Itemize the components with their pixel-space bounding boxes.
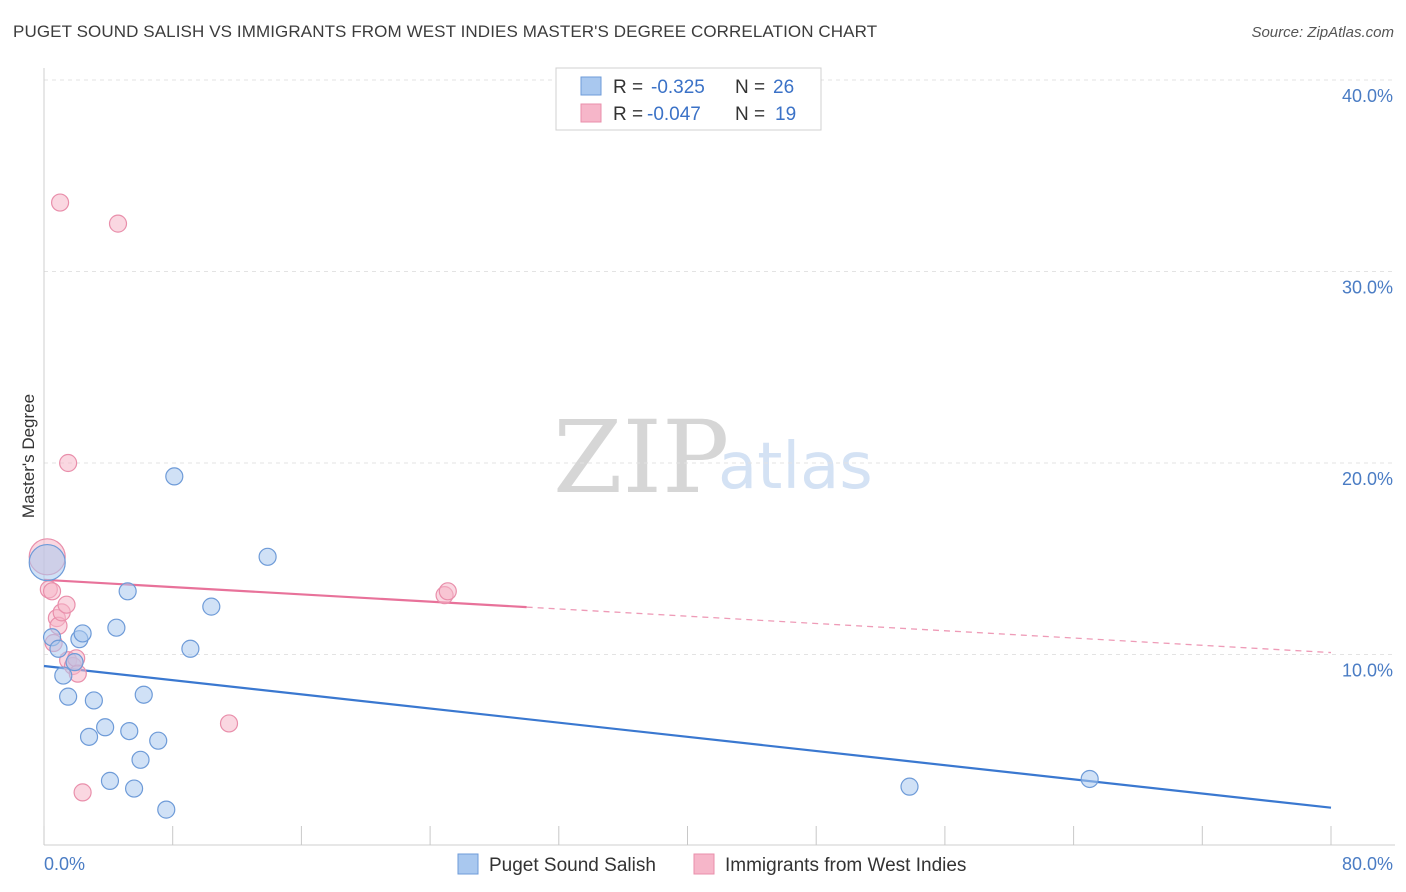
legend-n-label-2: N = <box>735 104 765 125</box>
point-pink-13 <box>50 193 70 212</box>
point-blue-12 <box>107 618 126 637</box>
point-blue-10 <box>96 718 115 737</box>
legend-r-label-2: R = <box>613 104 643 125</box>
y-tick-label-20: 20.0% <box>1342 469 1393 489</box>
point-blue-16 <box>131 750 150 769</box>
point-blue-7 <box>73 624 92 643</box>
point-pink-18 <box>438 582 457 601</box>
source-credit: Source: ZipAtlas.com <box>1251 24 1394 41</box>
point-blue-3 <box>54 666 73 685</box>
stats-legend: R = -0.325 N = 26 R = -0.047 N = 19 <box>555 67 822 131</box>
legend-n-value-1: 26 <box>773 77 794 98</box>
legend-n-value-2: 19 <box>775 104 796 125</box>
legend-n-label-1: N = <box>735 77 765 98</box>
point-pink-2 <box>42 582 62 601</box>
point-blue-14 <box>120 721 139 741</box>
point-blue-24 <box>900 777 919 796</box>
point-blue-8 <box>79 727 99 746</box>
point-pink-12 <box>73 783 92 802</box>
watermark-atlas: atlas <box>718 430 873 504</box>
series-legend: Puget Sound Salish Immigrants from West … <box>457 853 966 876</box>
y-tick-label-40: 40.0% <box>1342 86 1393 106</box>
point-pink-7 <box>57 595 76 614</box>
point-blue-20 <box>165 467 184 486</box>
series-legend-swatch-blue <box>457 853 479 875</box>
point-blue-19 <box>157 800 176 819</box>
point-blue-22 <box>202 597 221 616</box>
point-pink-15 <box>59 453 78 473</box>
point-blue-4 <box>59 687 78 706</box>
point-blue-13 <box>118 582 137 601</box>
series-legend-swatch-pink <box>693 853 715 875</box>
point-blue-5 <box>65 653 84 672</box>
data-points <box>28 193 1099 819</box>
y-tick-label-10: 10.0% <box>1342 661 1393 681</box>
y-tick-label-30: 30.0% <box>1342 278 1393 298</box>
point-blue-0 <box>28 543 66 582</box>
trend-lines <box>43 578 1332 809</box>
series-legend-label-pink: Immigrants from West Indies <box>725 855 966 876</box>
point-blue-2 <box>49 639 68 658</box>
axes <box>43 68 1395 846</box>
point-blue-15 <box>124 779 144 798</box>
legend-r-value-1: -0.325 <box>651 77 705 98</box>
y-tick-labels: 10.0% 20.0% 30.0% 40.0% <box>1342 86 1393 681</box>
point-blue-17 <box>134 685 153 704</box>
point-blue-23 <box>258 547 277 566</box>
point-blue-9 <box>84 691 103 710</box>
watermark-zip: ZIP <box>553 399 729 516</box>
y-axis-label: Master's Degree <box>19 394 38 518</box>
x-tick-max: 80.0% <box>1342 854 1393 874</box>
point-pink-16 <box>219 714 239 733</box>
point-pink-14 <box>108 214 128 233</box>
legend-swatch-blue <box>580 76 602 96</box>
point-blue-21 <box>181 639 200 658</box>
series-legend-label-blue: Puget Sound Salish <box>489 855 656 876</box>
trend-line-dashed-pink <box>526 606 1332 654</box>
point-blue-18 <box>149 731 168 750</box>
legend-r-value-2: -0.047 <box>647 104 701 125</box>
grid-lines <box>44 79 1395 655</box>
legend-r-label-1: R = <box>613 77 643 98</box>
point-blue-25 <box>1080 769 1099 789</box>
chart-title: PUGET SOUND SALISH VS IMMIGRANTS FROM WE… <box>13 22 878 41</box>
point-blue-11 <box>100 771 120 790</box>
trend-line-blue <box>43 664 1332 809</box>
legend-swatch-pink <box>580 103 602 123</box>
x-tick-min: 0.0% <box>44 854 85 874</box>
watermark: ZIP atlas <box>553 399 873 516</box>
